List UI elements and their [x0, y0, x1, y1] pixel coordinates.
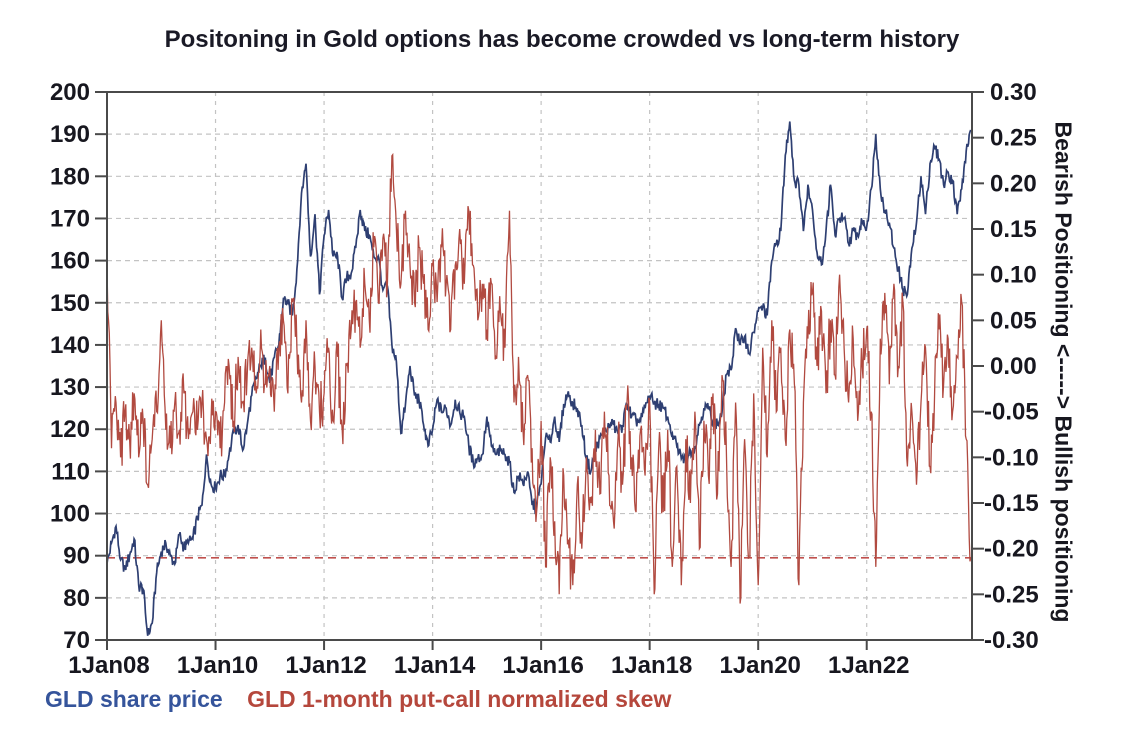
left-tick-label: 100 [50, 501, 90, 528]
right-tick-label: -0.25 [984, 581, 1039, 608]
right-tick-label: -0.05 [984, 399, 1039, 426]
series-line-gld-skew [107, 152, 972, 604]
right-tick-label: -0.20 [984, 536, 1039, 563]
x-tick-label: 1Jan10 [177, 652, 258, 679]
left-tick-label: 140 [50, 332, 90, 359]
left-tick-label: 190 [50, 121, 90, 148]
x-tick-label: 1Jan14 [394, 652, 476, 679]
x-tick-label: 1Jan08 [68, 652, 149, 679]
x-tick-label: 1Jan12 [285, 652, 366, 679]
right-tick-label: 0.20 [990, 170, 1037, 197]
series-line-gld-price [107, 121, 972, 636]
left-tick-label: 70 [63, 627, 90, 654]
x-tick-label: 1Jan18 [611, 652, 692, 679]
left-tick-label: 110 [51, 458, 90, 485]
right-tick-label: 0.25 [990, 125, 1037, 152]
left-tick-label: 120 [50, 416, 90, 443]
left-tick-label: 130 [50, 374, 90, 401]
left-tick-label: 80 [63, 585, 90, 612]
right-tick-label: 0.05 [990, 307, 1037, 334]
legend-item-gld-skew: GLD 1-month put-call normalized skew [247, 686, 672, 712]
left-tick-label: 170 [50, 205, 90, 232]
chart-legend: GLD share price GLD 1-month put-call nor… [45, 686, 689, 713]
x-tick-label: 1Jan20 [719, 652, 800, 679]
left-tick-label: 160 [50, 248, 90, 275]
right-tick-label: -0.30 [984, 627, 1039, 654]
right-tick-label: 0.00 [990, 353, 1037, 380]
left-tick-label: 200 [50, 79, 90, 106]
right-tick-label: 0.15 [990, 216, 1037, 243]
right-tick-label: 0.10 [990, 262, 1037, 289]
x-tick-label: 1Jan22 [828, 652, 909, 679]
chart-title: Positoning in Gold options has become cr… [164, 26, 960, 53]
right-axis-title: Bearish Positioning <-----> Bullish posi… [1050, 121, 1077, 623]
left-tick-label: 90 [63, 543, 90, 570]
right-tick-label: -0.15 [984, 490, 1039, 517]
legend-item-gld-share-price: GLD share price [45, 686, 223, 712]
right-tick-label: -0.10 [984, 444, 1039, 471]
right-tick-label: 0.30 [990, 79, 1037, 106]
left-tick-label: 150 [50, 290, 90, 317]
x-tick-label: 1Jan16 [502, 652, 583, 679]
left-tick-label: 180 [50, 163, 90, 190]
